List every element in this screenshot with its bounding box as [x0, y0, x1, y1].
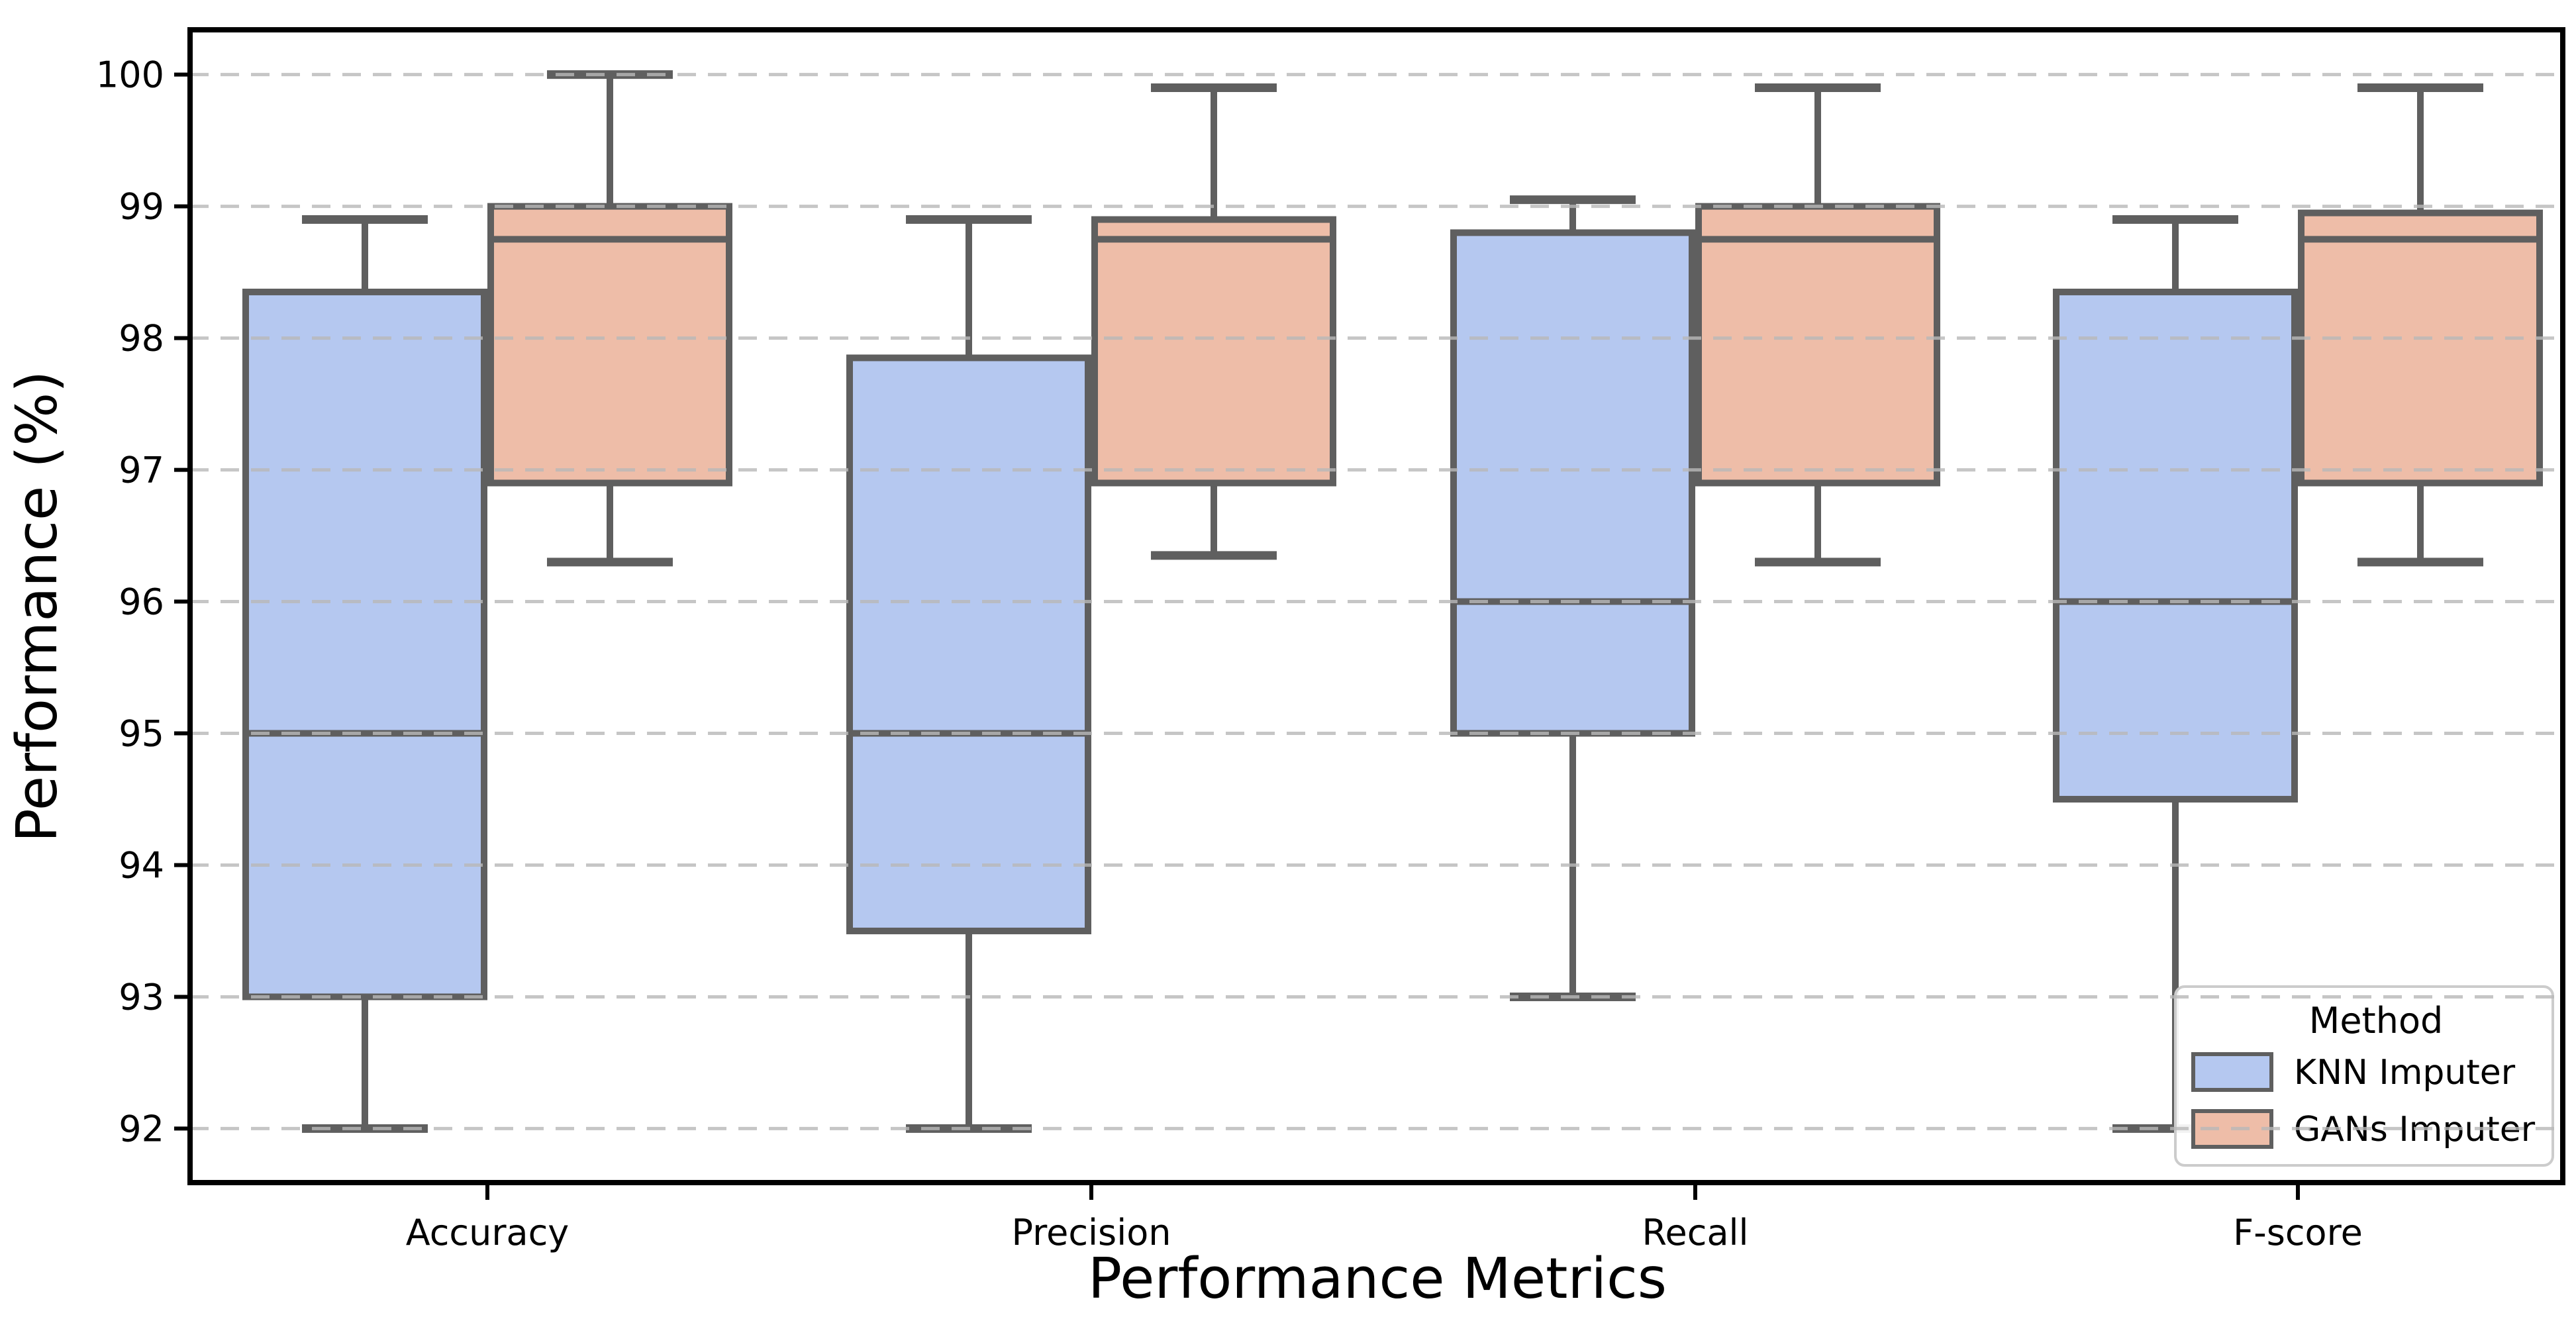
x-tick-label-precision: Precision — [1012, 1212, 1171, 1253]
y-tick-label-99: 99 — [119, 186, 164, 228]
iqr-box-knn-precision — [846, 354, 1091, 934]
y-tick-label-97: 97 — [119, 450, 164, 491]
y-tick-label-100: 100 — [96, 54, 164, 96]
box-knn-accuracy — [242, 215, 487, 1133]
iqr-box-gans-recall — [1695, 203, 1940, 487]
legend-label-knn: KNN Imputer — [2294, 1053, 2516, 1093]
y-tick-label-98: 98 — [119, 318, 164, 360]
iqr-box-knn-f-score — [2053, 288, 2298, 803]
x-axis-label: Performance Metrics — [1088, 1246, 1667, 1312]
x-tick-label-f-score: F-score — [2233, 1212, 2363, 1253]
iqr-box-gans-f-score — [2298, 209, 2543, 487]
y-tick-label-93: 93 — [119, 976, 164, 1018]
legend-title: Method — [2309, 1000, 2444, 1042]
y-tick-label-95: 95 — [119, 713, 164, 755]
iqr-box-gans-accuracy — [487, 203, 732, 487]
x-axis-ticks: Accuracy Precision Recall F-score — [406, 1183, 2363, 1253]
y-axis-label: Performance (%) — [5, 371, 70, 843]
axes-frame — [187, 27, 2565, 1185]
box-gans-accuracy — [487, 70, 732, 567]
x-tick-label-accuracy: Accuracy — [406, 1212, 570, 1253]
box-knn-recall — [1450, 195, 1695, 1001]
y-tick-label-94: 94 — [119, 844, 164, 886]
iqr-box-knn-recall — [1450, 229, 1695, 737]
box-gans-recall — [1695, 83, 1940, 567]
box-gans-f-score — [2298, 83, 2543, 567]
box-knn-f-score — [2053, 215, 2298, 1133]
iqr-box-knn-accuracy — [242, 288, 487, 1001]
box-gans-precision — [1091, 83, 1336, 560]
box-knn-precision — [846, 215, 1091, 1133]
x-tick-label-recall: Recall — [1642, 1212, 1748, 1253]
boxes-layer — [242, 70, 2543, 1133]
y-tick-label-96: 96 — [119, 581, 164, 623]
legend: Method KNN Imputer GANs Imputer — [2174, 985, 2554, 1167]
y-tick-label-92: 92 — [119, 1108, 164, 1149]
y-axis-ticks: 92 93 94 95 96 97 98 99 100 — [96, 54, 190, 1149]
iqr-box-gans-precision — [1091, 216, 1336, 487]
legend-swatch-knn — [2191, 1052, 2273, 1092]
